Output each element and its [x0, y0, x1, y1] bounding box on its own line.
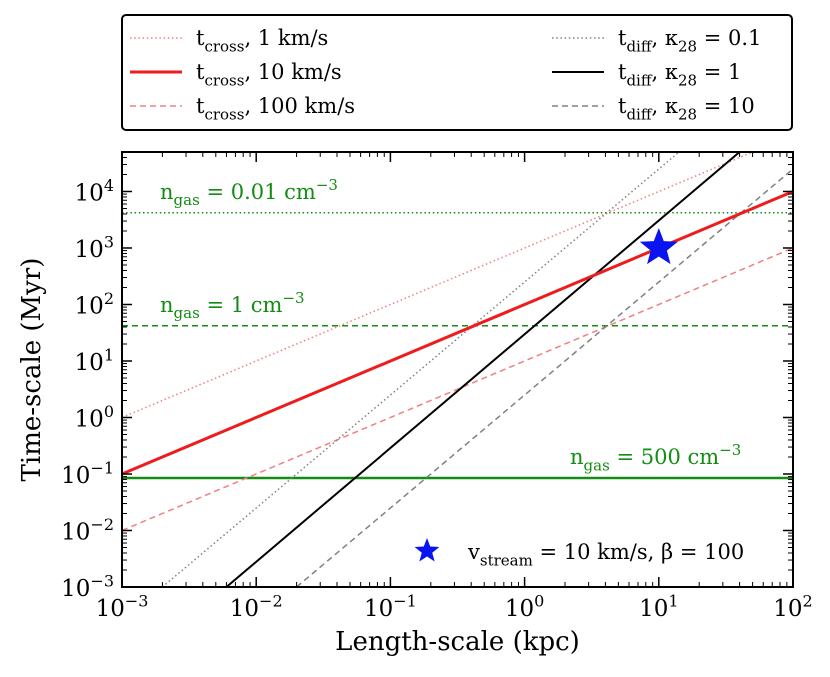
x-tick-label: 100​ [505, 591, 544, 622]
annotation-star [414, 538, 440, 562]
series-tdiff-10 [296, 168, 793, 587]
x-tick-label: 10−2​ [230, 591, 283, 622]
axes-frame [121, 151, 794, 588]
legend-label-tcross-100: tcross, 100 km/s [196, 94, 355, 123]
y-tick-label: 10−2​ [61, 515, 114, 546]
y-axis-label: Time-scale (Myr) [17, 258, 47, 482]
data-marker-star [639, 227, 678, 265]
hline-label-ngas-500: ngas = 500 cm−3​ [570, 441, 741, 474]
y-tick-label: 103​ [75, 232, 114, 263]
ticks [121, 152, 794, 588]
series-tcross-1 [122, 152, 755, 419]
x-tick-label: 10−1​ [364, 591, 417, 622]
y-tick-label: 104​ [75, 176, 114, 207]
y-tick-label: 100​ [75, 402, 114, 433]
x-tick-label: 101​ [639, 591, 678, 622]
series-tcross-100 [122, 247, 793, 532]
x-tick-label: 102​ [773, 591, 812, 622]
x-axis-label: Length-scale (kpc) [335, 627, 580, 657]
gas-lines [122, 212, 793, 480]
legend-label-tdiff-10: tdiff, κ28 = 10 [618, 94, 755, 123]
legend-label-tcross-1: tcross, 1 km/s [196, 26, 328, 55]
series-lines [122, 152, 793, 587]
series-tcross-10 [122, 190, 793, 476]
series-tdiff-1 [225, 152, 741, 587]
legend-label-tcross-10: tcross, 10 km/s [196, 60, 342, 89]
y-tick-label: 10−3​ [61, 571, 114, 602]
legend-label-tdiff-01: tdiff, κ28 = 0.1 [618, 26, 761, 55]
hline-label-ngas-001: ngas = 0.01 cm−3​ [160, 176, 338, 209]
x-tick-label: 10−3​ [96, 591, 149, 622]
y-tick-label: 10−1​ [61, 458, 114, 489]
hline-label-ngas-1: ngas = 1 cm−3​ [160, 289, 305, 322]
annotation-label: vstream = 10 km/s, β = 100 [467, 540, 744, 569]
y-tick-label: 101​ [75, 345, 114, 376]
legend-frame [121, 14, 793, 131]
y-tick-label: 102​ [75, 289, 114, 320]
legend [121, 14, 793, 131]
legend-label-tdiff-1: tdiff, κ28 = 1 [618, 60, 741, 89]
series-tdiff-01 [161, 152, 681, 587]
